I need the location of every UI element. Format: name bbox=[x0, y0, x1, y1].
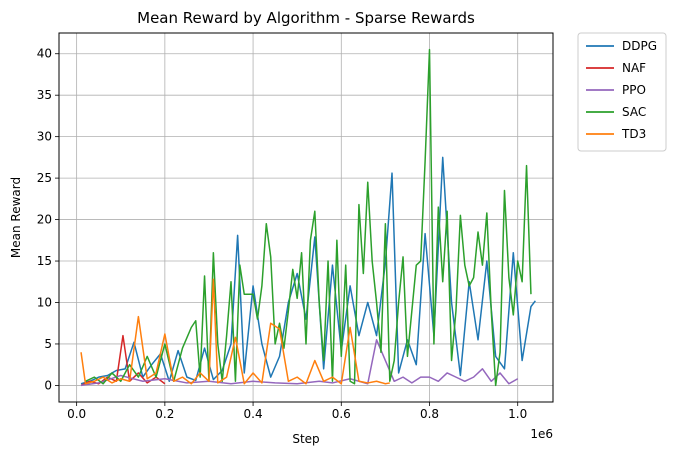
x-tick-label: 0.4 bbox=[244, 407, 263, 421]
axes-frame bbox=[58, 32, 554, 403]
legend: DDPG NAF PPO SAC TD3 bbox=[577, 32, 667, 152]
y-axis-ticks: 0 5 10 15 20 25 30 35 40 bbox=[37, 47, 59, 392]
x-tick-label: 0.0 bbox=[67, 407, 86, 421]
y-tick-label: 0 bbox=[44, 378, 52, 392]
chart-title: Mean Reward by Algorithm - Sparse Reward… bbox=[137, 9, 475, 27]
series-line-sac bbox=[85, 48, 532, 387]
plot-lines bbox=[80, 48, 536, 387]
y-axis-label: Mean Reward bbox=[9, 177, 23, 258]
legend-label-ddpg: DDPG bbox=[622, 39, 657, 53]
y-tick-label: 10 bbox=[37, 295, 52, 309]
x-tick-label: 0.8 bbox=[420, 407, 439, 421]
legend-label-td3: TD3 bbox=[621, 127, 646, 141]
y-tick-label: 20 bbox=[37, 213, 52, 227]
x-tick-label: 1.0 bbox=[508, 407, 527, 421]
grid bbox=[59, 33, 553, 402]
legend-label-ppo: PPO bbox=[622, 83, 646, 97]
x-axis-ticks: 0.0 0.2 0.4 0.6 0.8 1.0 bbox=[67, 402, 527, 421]
x-axis-offset-text: 1e6 bbox=[530, 427, 553, 441]
y-tick-label: 35 bbox=[37, 88, 52, 102]
y-tick-label: 40 bbox=[37, 47, 52, 61]
x-axis-label: Step bbox=[292, 432, 319, 446]
series-line-td3 bbox=[80, 278, 390, 385]
x-tick-label: 0.2 bbox=[155, 407, 174, 421]
y-tick-label: 15 bbox=[37, 254, 52, 268]
series-line-ddpg bbox=[80, 156, 536, 385]
legend-label-naf: NAF bbox=[622, 61, 646, 75]
legend-box bbox=[577, 32, 667, 152]
legend-label-sac: SAC bbox=[622, 105, 646, 119]
x-tick-label: 0.6 bbox=[332, 407, 351, 421]
y-tick-label: 5 bbox=[44, 337, 52, 351]
y-tick-label: 25 bbox=[37, 171, 52, 185]
y-tick-label: 30 bbox=[37, 130, 52, 144]
